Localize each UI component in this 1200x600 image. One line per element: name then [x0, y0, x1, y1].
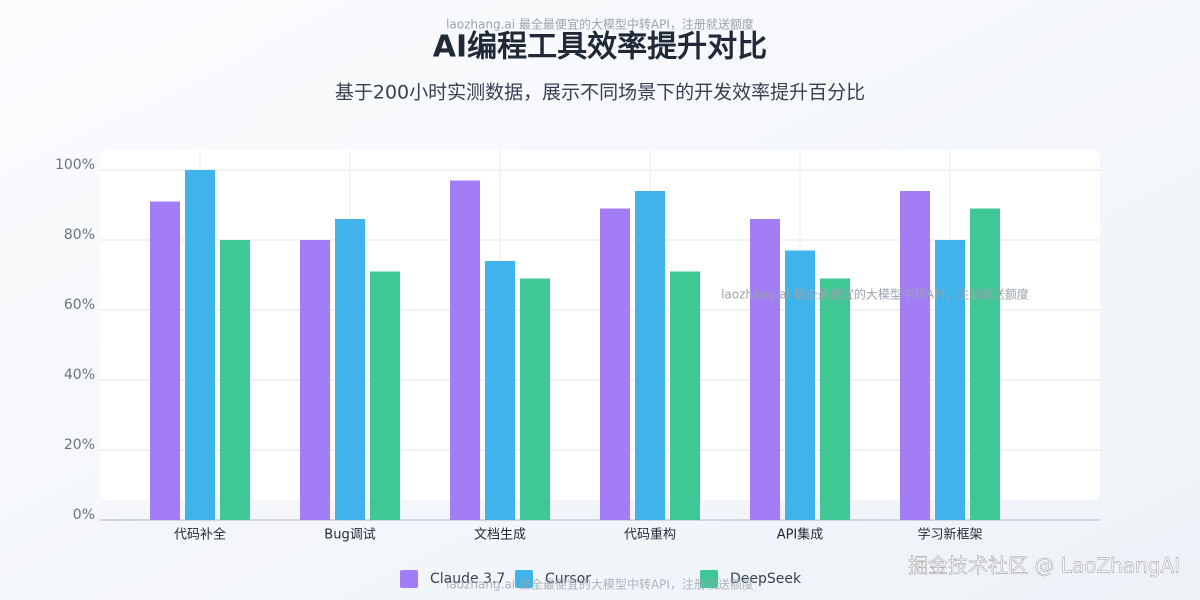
legend-label: Cursor — [545, 571, 591, 587]
bar — [785, 250, 815, 520]
bar — [335, 219, 365, 520]
bar — [485, 261, 515, 520]
y-tick-label: 80% — [64, 227, 95, 243]
watermark: laozhang.ai 最全最便宜的大模型中转API，注册就送额度 — [446, 577, 754, 592]
bar — [600, 208, 630, 520]
y-tick-label: 20% — [64, 437, 95, 453]
bar — [370, 271, 400, 520]
bar — [520, 278, 550, 520]
bar — [185, 170, 215, 520]
x-tick-label: API集成 — [777, 527, 824, 543]
legend-swatch — [515, 570, 533, 588]
bar — [300, 240, 330, 520]
legend-label: Claude 3.7 — [430, 571, 505, 587]
chart-subtitle: 基于200小时实测数据，展示不同场景下的开发效率提升百分比 — [335, 82, 865, 104]
x-tick-label: 代码补全 — [174, 527, 226, 543]
bar — [970, 208, 1000, 520]
x-tick-label: 代码重构 — [624, 527, 676, 543]
y-tick-label: 100% — [55, 157, 95, 173]
watermark: laozhang.ai 最全最便宜的大模型中转API，注册就送额度 — [721, 287, 1029, 302]
bar — [150, 201, 180, 520]
y-tick-label: 40% — [64, 367, 95, 383]
bar — [900, 191, 930, 520]
x-tick-label: Bug调试 — [324, 528, 375, 543]
bar — [750, 219, 780, 520]
bar — [450, 180, 480, 520]
x-tick-label: 学习新框架 — [917, 527, 982, 543]
bar — [635, 191, 665, 520]
bar — [670, 271, 700, 520]
bar — [820, 278, 850, 520]
legend-swatch — [700, 570, 718, 588]
credit: 掘金技术社区 @ LaoZhangAI — [908, 554, 1180, 578]
bar — [220, 240, 250, 520]
legend-swatch — [400, 570, 418, 588]
y-tick-label: 60% — [64, 297, 95, 313]
chart-title: AI编程工具效率提升对比 — [433, 30, 767, 65]
y-tick-label: 0% — [73, 507, 95, 523]
x-tick-label: 文档生成 — [474, 528, 526, 543]
legend-label: DeepSeek — [730, 571, 802, 587]
bar — [935, 240, 965, 520]
watermark: laozhang.ai 最全最便宜的大模型中转API，注册就送额度 — [446, 17, 754, 32]
